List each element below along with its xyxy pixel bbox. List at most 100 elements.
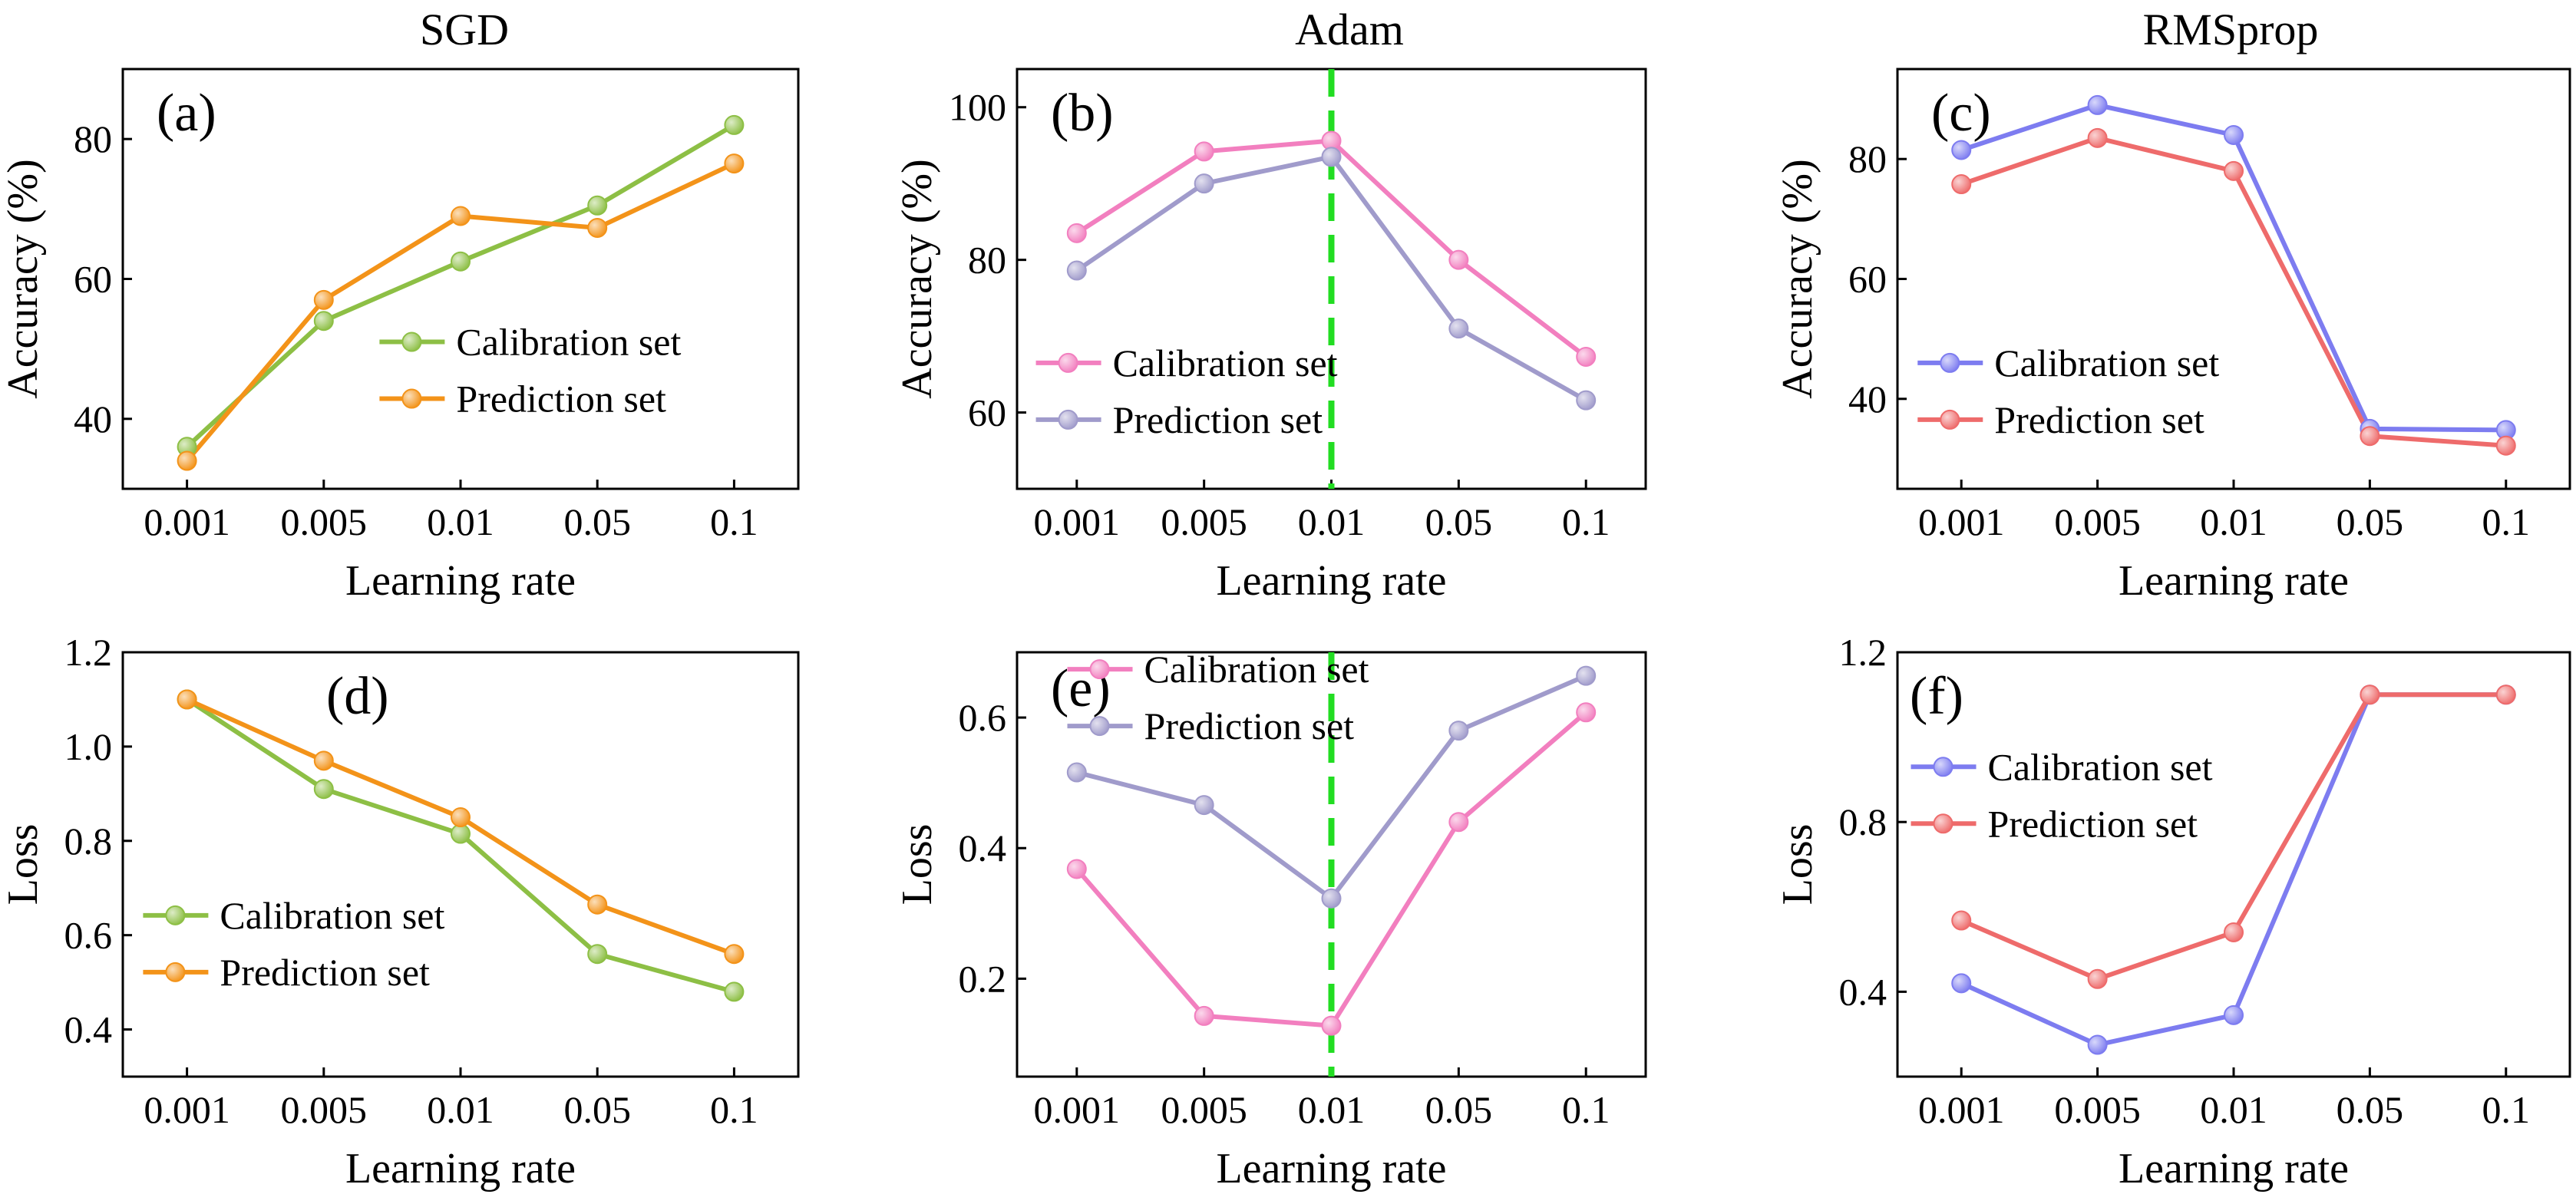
data-point-prediction [313, 289, 334, 310]
x-tick-label: 0.1 [710, 500, 758, 543]
y-tick-label: 0.4 [959, 826, 1007, 869]
panel-label: (d) [326, 667, 389, 726]
data-point-calibration [451, 251, 471, 272]
legend-swatch-marker [165, 962, 186, 982]
data-point-calibration [2087, 1034, 2108, 1055]
data-point-calibration [724, 114, 745, 135]
y-axis-label: Loss [1774, 824, 1821, 905]
y-tick-label: 1.2 [64, 631, 113, 674]
y-tick-label: 60 [74, 258, 112, 301]
data-point-prediction [2360, 426, 2380, 447]
legend: Calibration set Prediction set [379, 321, 682, 421]
series-line-calibration [185, 697, 735, 995]
legend-label: Calibration set [1994, 341, 2219, 384]
panel-label: (b) [1051, 84, 1114, 143]
data-point-prediction [2224, 160, 2244, 181]
x-tick-label: 0.05 [1425, 500, 1493, 543]
panel-label: (a) [157, 84, 216, 143]
data-point-calibration [313, 779, 334, 800]
legend-label: Calibration set [220, 894, 444, 937]
x-tick-label: 0.005 [281, 500, 368, 543]
legend-label: Calibration set [1988, 745, 2213, 788]
y-axis-label: Accuracy (%) [0, 159, 47, 398]
data-point-calibration [724, 981, 745, 1002]
legend-swatch-marker [1933, 813, 1953, 834]
data-point-prediction [177, 689, 197, 710]
legend-label: Calibration set [456, 321, 681, 364]
panel-label: (c) [1931, 84, 1991, 143]
legend-label: Calibration set [1113, 341, 1338, 384]
legend: Calibration set Prediction set [1917, 341, 2219, 441]
column-title-sgd: SGD [420, 5, 509, 54]
x-tick-label: 0.001 [1918, 500, 2005, 543]
x-tick-label: 0.005 [2054, 500, 2141, 543]
y-tick-label: 60 [968, 391, 1006, 434]
x-tick-label: 0.005 [1161, 500, 1247, 543]
x-tick-label: 0.01 [427, 1088, 494, 1131]
chart-panel-d: 0.001 0.005 0.01 0.05 0.1 0.4 0.6 0.8 1.0 1.2 Lear… [0, 631, 800, 1192]
chart-panel-f: 0.001 0.005 0.01 0.05 0.1 0.4 0.8 1.2 Learning r… [1774, 631, 2571, 1192]
x-tick-label: 0.1 [1562, 500, 1610, 543]
x-tick-label: 0.001 [144, 500, 230, 543]
panel-label: (f) [1910, 667, 1963, 726]
data-point-prediction [1951, 910, 1972, 931]
y-tick-label: 0.6 [64, 914, 113, 957]
x-tick-label: 0.1 [2482, 1088, 2531, 1131]
legend-swatch-marker [1058, 352, 1078, 373]
y-tick-label: 1.0 [64, 725, 113, 768]
x-axis-label: Learning rate [2119, 1145, 2349, 1192]
x-tick-label: 0.05 [563, 1088, 631, 1131]
data-point-calibration [1448, 812, 1469, 833]
legend-swatch-marker [401, 388, 422, 409]
data-point-calibration [587, 944, 608, 965]
legend: Calibration set Prediction set [1911, 745, 2213, 845]
data-point-prediction [587, 894, 608, 915]
data-point-calibration [1576, 702, 1597, 723]
x-tick-label: 0.01 [2200, 500, 2267, 543]
y-axis-label: Loss [0, 824, 47, 905]
data-point-prediction [1576, 390, 1597, 411]
data-point-calibration [1951, 140, 1972, 160]
data-point-calibration [2224, 124, 2244, 145]
y-tick-label: 40 [1848, 378, 1887, 421]
data-point-calibration [1951, 973, 1972, 994]
data-point-calibration [313, 311, 334, 332]
data-point-prediction [1576, 665, 1597, 686]
legend-swatch-marker [1089, 659, 1110, 680]
chart-panel-c: 0.001 0.005 0.01 0.05 0.1 40 60 80 Learning rate… [1774, 68, 2571, 605]
x-tick-label: 0.1 [2482, 500, 2531, 543]
data-point-prediction [1321, 147, 1342, 167]
x-tick-label: 0.001 [1034, 1088, 1121, 1131]
data-point-prediction [724, 944, 745, 965]
data-point-prediction [1194, 795, 1214, 816]
data-point-calibration [1066, 859, 1087, 879]
data-point-calibration [1321, 1015, 1342, 1036]
legend-label: Prediction set [220, 951, 430, 994]
data-point-prediction [587, 217, 608, 238]
x-tick-label: 0.01 [1298, 1088, 1366, 1131]
x-tick-label: 0.01 [427, 500, 494, 543]
data-point-prediction [2087, 968, 2108, 989]
x-tick-label: 0.005 [281, 1088, 368, 1131]
y-tick-label: 0.8 [64, 820, 113, 863]
legend-swatch-marker [1940, 352, 1960, 373]
x-axis-label: Learning rate [345, 1145, 576, 1192]
data-point-prediction [1951, 174, 1972, 195]
data-point-prediction [2224, 922, 2244, 942]
data-point-prediction [1448, 318, 1469, 339]
data-point-prediction [177, 450, 197, 471]
x-tick-label: 0.001 [1034, 500, 1121, 543]
legend-swatch-marker [401, 332, 422, 352]
x-axis-label: Learning rate [2119, 557, 2349, 605]
chart-panel-a: 0.001 0.005 0.01 0.05 0.1 40 60 80 Learning rate… [0, 68, 800, 605]
data-point-calibration [2224, 1004, 2244, 1025]
legend: Calibration set Prediction set [1035, 341, 1338, 441]
data-point-prediction [2495, 684, 2516, 705]
chart-panel-e: 0.001 0.005 0.01 0.05 0.1 0.2 0.4 0.6 Learning r… [893, 648, 1647, 1192]
data-point-calibration [451, 823, 471, 844]
data-point-calibration [1194, 141, 1214, 162]
data-point-prediction [724, 153, 745, 174]
y-axis-label: Accuracy (%) [893, 159, 941, 398]
y-axis-label: Accuracy (%) [1774, 159, 1821, 398]
x-axis-label: Learning rate [345, 557, 576, 605]
